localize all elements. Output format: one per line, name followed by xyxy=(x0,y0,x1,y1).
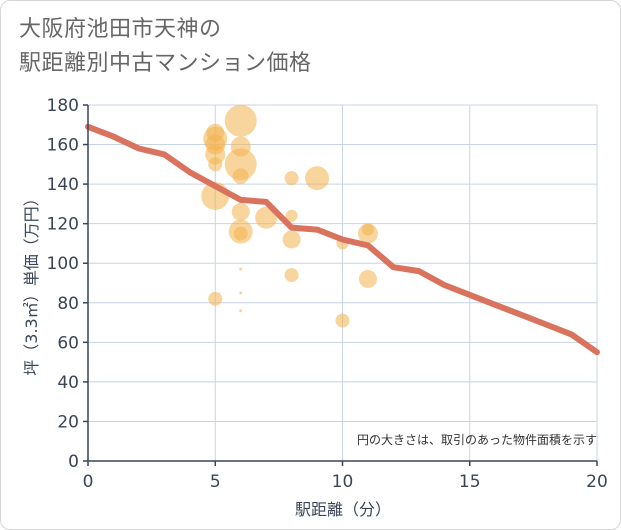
grid-layer xyxy=(88,104,598,461)
bubble-point-18 xyxy=(284,171,299,186)
bubble-point-6 xyxy=(208,291,223,306)
y-tick-label-60: 60 xyxy=(57,333,79,353)
bubble-point-17 xyxy=(255,206,278,229)
bubble-point-9 xyxy=(224,148,257,181)
bubble-point-15 xyxy=(239,291,243,295)
y-tick-label-180: 180 xyxy=(47,96,79,116)
bubble-point-14 xyxy=(239,267,243,271)
bubble-point-27 xyxy=(358,270,377,289)
y-tick-label-20: 20 xyxy=(57,412,79,432)
bubble-point-11 xyxy=(231,202,250,221)
bubble-point-13 xyxy=(233,226,248,241)
y-tick-label-80: 80 xyxy=(57,294,79,314)
y-tick-label-100: 100 xyxy=(47,254,79,274)
y-axis-label: 坪（3.3㎡）単価（万円） xyxy=(22,190,41,375)
bubble-point-26 xyxy=(357,223,378,244)
chart-title-line1: 大阪府池田市天神の xyxy=(19,17,222,42)
x-tick-label-10: 10 xyxy=(332,472,354,492)
tick-layer: 0 20 40 60 80 100 120 140 160 180 0 5 10 15 20 xyxy=(47,96,608,492)
x-tick-label-15: 15 xyxy=(459,472,481,492)
x-tick-label-0: 0 xyxy=(83,472,94,492)
y-tick-label-40: 40 xyxy=(57,373,79,393)
y-tick-label-0: 0 xyxy=(68,452,79,472)
axis-layer xyxy=(83,104,598,466)
trend-line xyxy=(85,123,600,356)
x-tick-label-5: 5 xyxy=(210,472,221,492)
bubble-size-note: 円の大きさは、取引のあった物件面積を示す xyxy=(357,432,597,447)
bubble-point-16 xyxy=(239,309,243,313)
bubble-point-7 xyxy=(224,104,257,137)
bubble-point-21 xyxy=(284,268,299,283)
y-tick-label-120: 120 xyxy=(47,215,79,235)
chart-title-line2: 駅距離別中古マンション価格 xyxy=(19,51,312,76)
bubble-point-4 xyxy=(208,157,223,172)
bubble-point-22 xyxy=(305,166,330,191)
bubble-point-10 xyxy=(232,168,249,185)
y-tick-label-140: 140 xyxy=(47,175,79,195)
chart-title: 大阪府池田市天神の 駅距離別中古マンション価格 xyxy=(19,13,312,81)
x-tick-label-20: 20 xyxy=(586,472,608,492)
bubble-layer xyxy=(201,104,378,328)
trend-layer xyxy=(85,123,600,356)
y-tick-label-160: 160 xyxy=(47,136,79,156)
x-axis-label: 駅距離（分） xyxy=(295,500,391,519)
bubble-point-20 xyxy=(282,230,301,249)
bubble-point-19 xyxy=(285,209,298,222)
bubble-point-24 xyxy=(335,313,350,328)
